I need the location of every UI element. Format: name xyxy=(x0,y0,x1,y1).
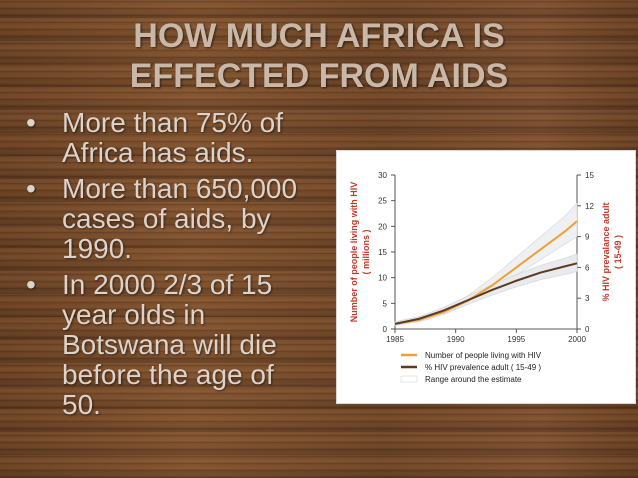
y-tick-label: 20 xyxy=(378,222,387,231)
y2-tick-label: 12 xyxy=(585,202,594,211)
y2-tick-label: 15 xyxy=(585,171,594,180)
y-tick-label: 25 xyxy=(378,197,387,206)
bullet-item: In 2000 2/3 of 15 year olds in Botswana … xyxy=(18,270,318,420)
y2-axis-label: % HIV prevalance adult xyxy=(601,202,611,301)
bullet-item: More than 650,000 cases of aids, by 1990… xyxy=(18,174,318,264)
title-line-2: EFFECTED FROM AIDS xyxy=(129,57,509,95)
x-tick-label: 1990 xyxy=(447,335,465,344)
y-tick-label: 5 xyxy=(383,299,388,308)
y2-axis-label-units: ( 15-49 ) xyxy=(613,235,623,269)
hiv-chart-panel: 0 5 10 15 20 25 30 0 3 6 9 12 15 1985 1990 1995 2000 Numb… xyxy=(336,150,636,404)
series-line-hiv-prevalence xyxy=(394,262,578,325)
bullet-list: More than 75% of Africa has aids. More t… xyxy=(18,108,318,426)
y-tick-label: 30 xyxy=(378,171,387,180)
x-tick-label: 1995 xyxy=(507,335,525,344)
y-tick-label: 15 xyxy=(378,248,387,257)
series-line-people-living-with-hiv xyxy=(394,220,578,325)
y2-tick-label: 3 xyxy=(585,294,590,303)
y2-tick-label: 0 xyxy=(585,325,590,334)
slide-title: HOW MUCH AFRICA IS EFFECTED FROM AIDS xyxy=(0,16,638,96)
legend-label: % HIV prevalence adult ( 15-49 ) xyxy=(425,363,541,372)
y-axis-label-units: ( millions ) xyxy=(361,229,371,274)
y-tick-label: 10 xyxy=(378,274,387,283)
y2-tick-label: 9 xyxy=(585,233,590,242)
hiv-chart: 0 5 10 15 20 25 30 0 3 6 9 12 15 1985 1990 1995 2000 Numb… xyxy=(349,171,623,384)
legend-label: Number of people living with HIV xyxy=(425,351,542,360)
x-tick-label: 1985 xyxy=(386,335,404,344)
bullet-item: More than 75% of Africa has aids. xyxy=(18,108,318,168)
y2-tick-label: 6 xyxy=(585,263,590,272)
estimate-range-band xyxy=(394,202,578,326)
y-axis-label: Number of people living with HIV xyxy=(349,182,359,323)
y-tick-label: 0 xyxy=(383,325,388,334)
legend-label: Range around the estimate xyxy=(425,375,522,384)
x-tick-label: 2000 xyxy=(568,335,586,344)
title-line-1: HOW MUCH AFRICA IS xyxy=(133,17,505,55)
legend-swatch-outline xyxy=(400,375,418,383)
